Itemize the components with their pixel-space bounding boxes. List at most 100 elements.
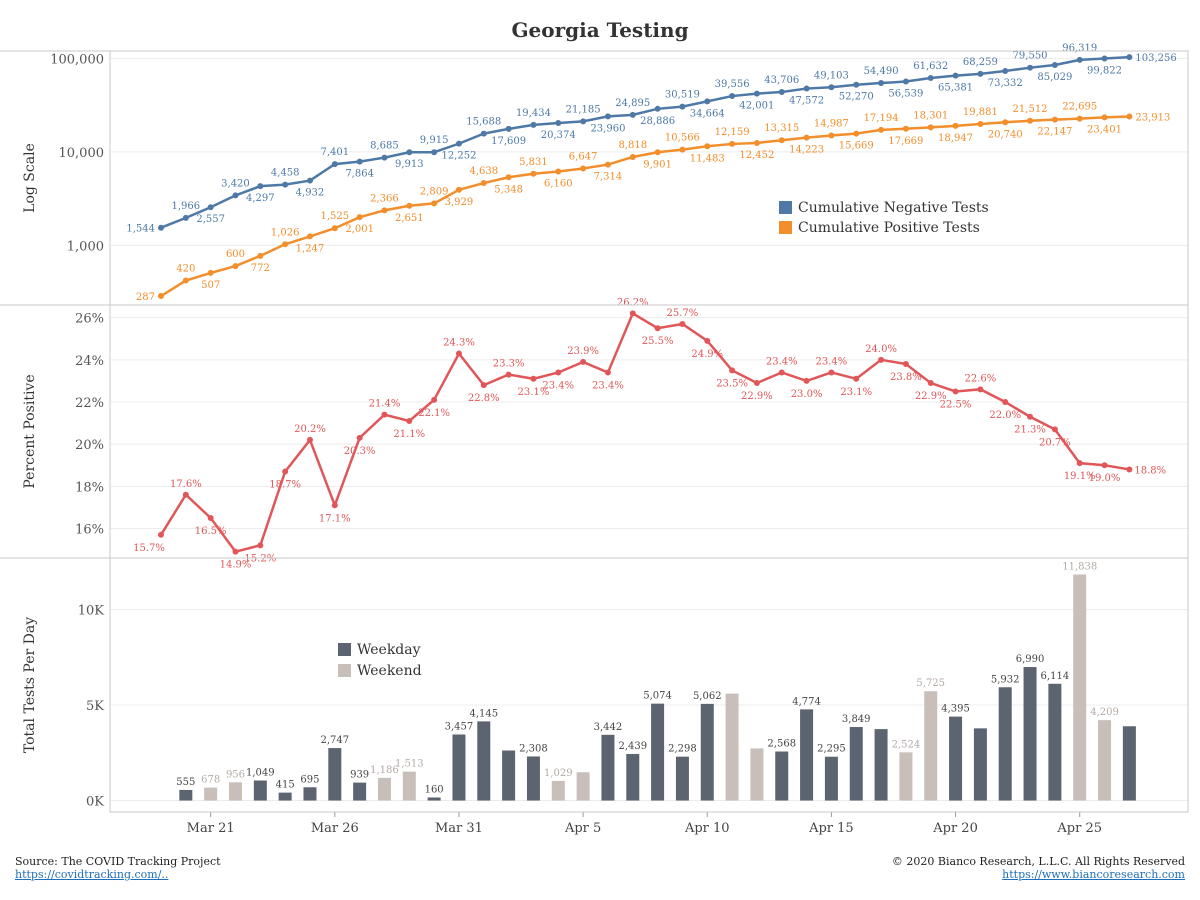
data-label: 21.1% xyxy=(393,429,425,440)
data-label: 2,557 xyxy=(196,214,225,225)
data-point xyxy=(952,72,959,79)
data-label: 73,332 xyxy=(988,78,1023,89)
data-point xyxy=(902,78,909,85)
data-label: 25.7% xyxy=(667,308,699,319)
data-label: 24.3% xyxy=(443,337,475,348)
georgia-testing-chart: Georgia Testing 1,000 10,000 100,000 Log Sc… xyxy=(0,18,1189,836)
data-point xyxy=(704,98,711,105)
data-label: 5,348 xyxy=(494,184,523,195)
data-point xyxy=(505,371,512,378)
data-label: 772 xyxy=(251,263,270,274)
data-point xyxy=(853,81,860,88)
data-point xyxy=(530,375,537,382)
log-scale-panel: 1,000 10,000 100,000 Log Scale 1,544 1,966 2,5… xyxy=(22,43,1188,303)
data-label: 22.6% xyxy=(964,373,996,384)
data-label: 18,947 xyxy=(938,133,973,144)
data-point xyxy=(778,88,785,95)
data-point xyxy=(902,125,909,132)
data-point xyxy=(654,149,661,156)
data-label: 23.5% xyxy=(716,378,748,389)
y-tick-label: 10,000 xyxy=(59,146,105,161)
data-label: 420 xyxy=(176,264,195,275)
data-label: 15,669 xyxy=(839,141,874,152)
data-label: 23.1% xyxy=(840,387,872,398)
source-link[interactable]: https://covidtracking.com/.. xyxy=(15,868,169,881)
data-point xyxy=(480,382,487,389)
bar xyxy=(1073,574,1087,801)
data-label: 23.1% xyxy=(518,387,550,398)
legend-swatch xyxy=(779,221,792,234)
data-label: 5,831 xyxy=(519,157,548,168)
data-point xyxy=(679,103,686,110)
bar xyxy=(998,687,1012,801)
data-label: 8,818 xyxy=(618,140,647,151)
data-point xyxy=(406,202,413,209)
data-point xyxy=(1076,115,1083,122)
y-tick-label: 16% xyxy=(75,522,104,537)
bar xyxy=(253,780,267,801)
data-point xyxy=(853,375,860,382)
data-point xyxy=(182,277,189,284)
data-label: 20.2% xyxy=(294,424,326,435)
bar-label: 5,725 xyxy=(916,678,945,689)
data-point xyxy=(778,369,785,376)
website-link[interactable]: https://www.biancoresearch.com xyxy=(1002,868,1185,881)
data-label: 23.0% xyxy=(791,389,823,400)
data-point xyxy=(381,154,388,161)
x-tick-label: Apr 5 xyxy=(564,821,601,836)
data-point xyxy=(878,80,885,87)
series-line xyxy=(160,115,1130,298)
bar xyxy=(973,728,987,801)
series-line xyxy=(160,55,1130,229)
legend-swatch xyxy=(779,201,792,214)
data-label: 15.7% xyxy=(133,543,165,554)
bar xyxy=(402,771,416,801)
legend-swatch xyxy=(338,643,351,656)
data-point xyxy=(182,214,189,221)
bar-label: 1,513 xyxy=(395,759,424,770)
data-point xyxy=(306,233,313,240)
data-point xyxy=(878,356,885,363)
tests-per-day-panel: 0K 5K 10K Total Tests Per Day 555 678 956 1,049… xyxy=(22,561,1188,810)
data-label: 20,740 xyxy=(988,129,1023,140)
data-label: 20,374 xyxy=(541,130,576,141)
data-label: 79,550 xyxy=(1013,51,1048,62)
data-label: 16.5% xyxy=(195,526,227,537)
data-point xyxy=(182,491,189,498)
data-label: 1,247 xyxy=(296,243,325,254)
data-label: 3,929 xyxy=(445,197,474,208)
bar xyxy=(576,772,590,801)
data-label: 99,822 xyxy=(1087,65,1122,76)
data-point xyxy=(282,468,289,475)
bar-label: 939 xyxy=(350,770,369,781)
bar xyxy=(526,756,540,801)
data-point xyxy=(729,140,736,147)
x-tick-label: Mar 31 xyxy=(435,821,483,836)
data-label: 15.2% xyxy=(244,553,276,564)
data-label: 26.2% xyxy=(617,297,649,308)
data-point xyxy=(1051,426,1058,433)
x-tick-label: Apr 15 xyxy=(808,821,854,836)
bar-label: 3,849 xyxy=(842,714,871,725)
data-point xyxy=(431,396,438,403)
bar-label: 4,774 xyxy=(792,696,821,707)
data-point xyxy=(580,165,587,172)
data-point xyxy=(902,361,909,368)
data-point xyxy=(455,186,462,193)
bar-label: 2,308 xyxy=(519,743,548,754)
bar xyxy=(874,729,888,801)
data-point xyxy=(232,192,239,199)
data-label: 103,256 xyxy=(1135,53,1176,64)
bar xyxy=(700,703,714,801)
data-point xyxy=(1076,56,1083,63)
data-label: 22,147 xyxy=(1037,127,1072,138)
legend-label: Weekend xyxy=(357,663,422,679)
legend-label: Cumulative Negative Tests xyxy=(798,200,989,216)
data-point xyxy=(257,252,264,259)
bar xyxy=(303,787,317,801)
data-point xyxy=(356,214,363,221)
data-point xyxy=(207,269,214,276)
bar xyxy=(328,748,342,801)
data-point xyxy=(505,174,512,181)
data-point xyxy=(207,514,214,521)
